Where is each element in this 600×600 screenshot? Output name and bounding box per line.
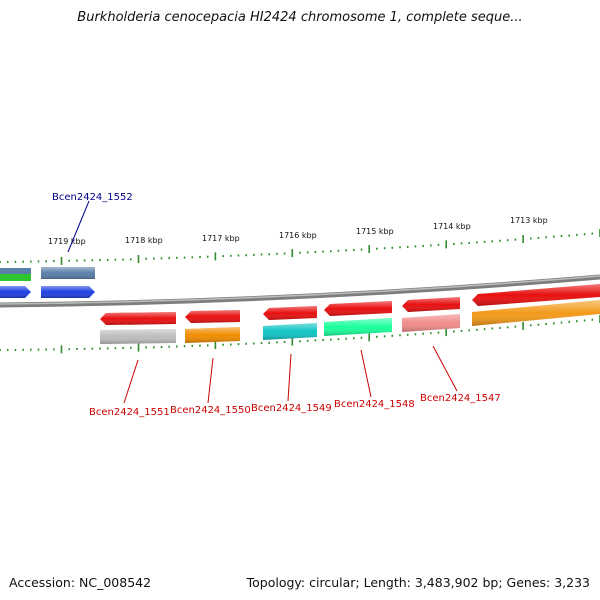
tick-label: 1718 kbp: [125, 236, 163, 245]
feature-shade: [324, 301, 392, 316]
tick-labels: 1719 kbp 1718 kbp 1717 kbp 1716 kbp 1715…: [48, 216, 548, 246]
feature-shade: [100, 329, 176, 344]
feature-shade: [324, 318, 392, 336]
feature-bcen2424-1549[interactable]: [263, 306, 317, 340]
feature-shade: [263, 306, 317, 320]
feature-shade: [402, 314, 460, 332]
feature-outer-ring: [0, 268, 31, 274]
gene-label[interactable]: Bcen2424_1547: [420, 393, 501, 404]
gene-label[interactable]: Bcen2424_1548: [334, 399, 415, 410]
connector-line: [432, 345, 458, 392]
feature-offscreen-left[interactable]: [0, 268, 31, 298]
feature-shade: [472, 300, 600, 326]
tick-label: 1719 kbp: [48, 237, 86, 246]
tick-label: 1717 kbp: [202, 234, 240, 243]
feature-offscreen-right[interactable]: [472, 284, 600, 326]
tick-label: 1713 kbp: [510, 216, 548, 225]
label-connectors: [67, 200, 458, 404]
feature-shade: [185, 327, 240, 343]
feature-shade: [185, 310, 240, 323]
tick-track-bottom: [0, 315, 600, 354]
feature-outer-ring: [0, 274, 31, 281]
connector-line: [360, 349, 372, 398]
feature-shade: [41, 267, 95, 279]
tick-track-top: [0, 229, 600, 265]
gene-labels: Bcen2424_1552 Bcen2424_1551 Bcen2424_155…: [52, 192, 501, 418]
connector-line: [123, 359, 139, 404]
chromosome-backbone-highlight: [0, 275, 600, 305]
feature-shade: [472, 284, 600, 306]
feature-shade: [402, 297, 460, 312]
gene-label[interactable]: Bcen2424_1550: [170, 405, 251, 416]
connector-line: [287, 353, 292, 402]
feature-shade: [0, 286, 31, 298]
chromosome-backbone: [0, 274, 600, 308]
gene-label[interactable]: Bcen2424_1551: [89, 407, 170, 418]
feature-shade: [263, 323, 317, 340]
feature-bcen2424-1547[interactable]: [402, 297, 460, 332]
feature-shade: [41, 286, 95, 298]
connector-line: [207, 357, 214, 404]
gene-label[interactable]: Bcen2424_1552: [52, 192, 133, 203]
topology-info-text: Topology: circular; Length: 3,483,902 bp…: [246, 575, 590, 590]
feature-shade: [100, 312, 176, 325]
map-title: Burkholderia cenocepacia HI2424 chromoso…: [77, 10, 523, 25]
feature-bcen2424-1552[interactable]: [41, 267, 95, 298]
tick-label: 1716 kbp: [279, 231, 317, 240]
feature-bcen2424-1548[interactable]: [324, 301, 392, 336]
connector-line: [67, 200, 90, 253]
gene-label[interactable]: Bcen2424_1549: [251, 403, 332, 414]
feature-bcen2424-1550[interactable]: [185, 310, 240, 343]
accession-text: Accession: NC_008542: [9, 575, 152, 590]
tick-label: 1714 kbp: [433, 222, 471, 231]
tick-label: 1715 kbp: [356, 227, 394, 236]
feature-bcen2424-1551[interactable]: [100, 312, 176, 344]
